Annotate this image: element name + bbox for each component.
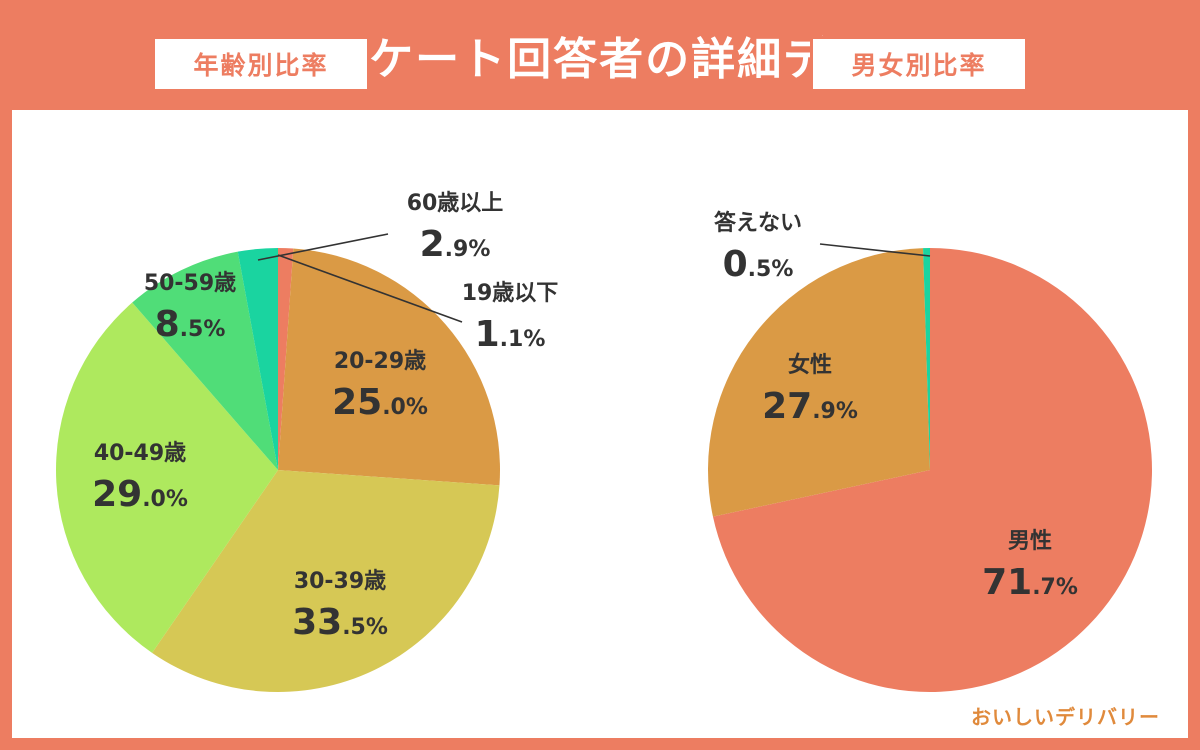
age-ratio-heading: 年齢別比率 [152,36,370,92]
slice-value-label: 1.1% [475,314,546,355]
gender-ratio-heading: 男女別比率 [810,36,1028,92]
slice-value-decimal: .0% [382,395,428,420]
slice-label: 19歳以下 [462,281,559,306]
pie-slice [237,248,278,470]
delivery-logo: おいしいデリバリー [971,705,1160,729]
slice-value-integer: 25 [332,382,382,423]
slice-value-integer: 29 [92,474,142,515]
slice-value-label: 29.0% [92,474,188,515]
pie-slice [278,248,501,486]
slice-value-decimal: .9% [445,237,491,262]
slice-value-integer: 1 [475,314,500,355]
slice-value-decimal: .9% [812,399,858,424]
slice-value-integer: 33 [292,602,342,643]
slice-label: 40-49歳 [94,441,186,466]
pie-slice [923,248,930,470]
slice-value-integer: 71 [982,562,1032,603]
pie-slice [712,248,1152,692]
pie-slice [132,251,278,470]
slice-label: 女性 [788,352,832,378]
pie-chart-age: 19歳以下1.1%20-29歳25.0%30-39歳33.5%40-49歳29.… [55,191,559,693]
slice-value-label: 2.9% [420,224,491,265]
slice-value-decimal: .5% [180,317,226,342]
slice-label: 答えない [714,210,802,236]
slice-value-decimal: .5% [748,257,794,282]
leader-line [819,243,931,257]
slice-label: 男性 [1008,529,1052,554]
pie-slice [708,248,930,517]
slice-value-label: 27.9% [762,386,858,427]
slice-value-decimal: .7% [1032,575,1078,600]
slice-value-integer: 2 [420,224,445,265]
slice-value-integer: 8 [155,304,180,345]
slice-value-label: 0.5% [723,244,794,285]
slice-value-label: 33.5% [292,602,388,643]
slice-value-integer: 27 [762,386,812,427]
slice-label: 20-29歳 [334,349,426,374]
slice-value-label: 71.7% [982,562,1078,603]
leader-line [257,233,389,261]
slice-value-label: 8.5% [155,304,226,345]
slice-label: 30-39歳 [294,569,386,594]
slice-label: 60歳以上 [407,191,504,216]
pie-slice [152,470,500,693]
slice-label: 50-59歳 [144,271,236,296]
slice-value-integer: 0 [723,244,748,285]
pie-slice [55,302,278,653]
pie-chart-gender: 男性 71.7% 女性 27.9% 答えない 0.5% [708,210,1152,692]
slice-value-decimal: .1% [500,327,546,352]
slice-value-decimal: .5% [342,615,388,640]
leader-line [277,254,463,323]
slice-value-label: 25.0% [332,382,428,423]
pie-slice [278,248,294,470]
slice-value-decimal: .0% [142,487,188,512]
